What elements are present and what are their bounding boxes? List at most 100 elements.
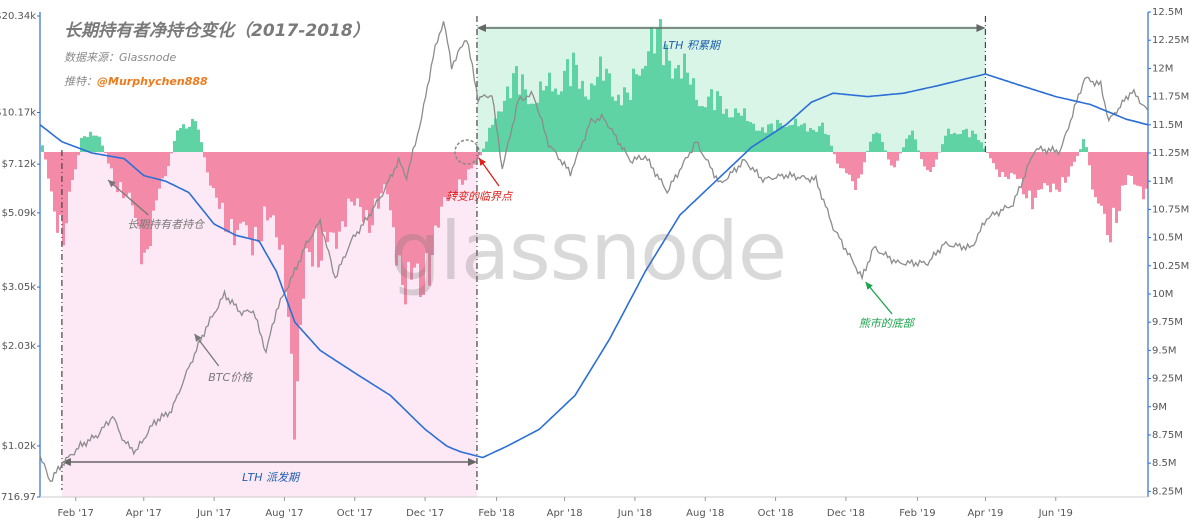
net-bar-negative xyxy=(839,152,842,169)
net-bar-positive xyxy=(911,130,914,152)
net-bar-negative xyxy=(371,152,374,226)
net-bar-positive xyxy=(827,134,830,152)
net-bar-negative xyxy=(110,152,113,169)
net-bar-positive xyxy=(968,137,971,152)
net-bar-positive xyxy=(746,121,749,152)
net-bar-negative xyxy=(65,152,68,224)
net-bar-positive xyxy=(602,80,605,152)
net-bar-positive xyxy=(713,110,716,152)
net-bar-positive xyxy=(617,94,620,152)
net-bar-positive xyxy=(200,142,203,152)
net-bar-negative xyxy=(356,152,359,199)
net-bar-negative xyxy=(71,152,74,180)
net-bar-negative xyxy=(926,152,929,171)
x-tick: Dec '18 xyxy=(827,508,865,519)
net-bar-negative xyxy=(1070,152,1073,167)
net-bar-negative xyxy=(1013,152,1016,175)
net-bar-positive xyxy=(740,115,743,152)
net-bar-positive xyxy=(635,74,638,152)
net-bar-positive xyxy=(596,76,599,152)
net-bar-negative xyxy=(1037,152,1040,190)
net-bar-negative xyxy=(254,152,257,227)
net-bar-negative xyxy=(836,152,839,164)
net-bar-positive xyxy=(497,111,500,152)
net-bar-positive xyxy=(521,74,524,152)
net-bar-negative xyxy=(113,152,116,186)
net-bar-positive xyxy=(707,96,710,152)
net-bar-negative xyxy=(842,152,845,169)
net-bar-negative xyxy=(341,152,344,222)
net-bar-positive xyxy=(620,105,623,152)
net-bar-negative xyxy=(1097,152,1100,204)
net-bar-positive xyxy=(692,78,695,152)
net-bar-negative xyxy=(215,152,218,198)
net-bar-positive xyxy=(866,150,869,152)
net-bar-positive xyxy=(563,70,566,152)
net-bar-positive xyxy=(953,132,956,152)
net-bar-negative xyxy=(203,152,206,158)
net-bar-negative xyxy=(287,152,290,317)
net-bar-positive xyxy=(785,126,788,152)
net-bar-negative xyxy=(245,152,248,226)
net-bar-negative xyxy=(329,152,332,233)
author-handle[interactable]: @Murphychen888 xyxy=(97,75,208,88)
net-bar-negative xyxy=(332,152,335,233)
net-bar-negative xyxy=(320,152,323,261)
net-bar-negative xyxy=(350,152,353,202)
net-bar-positive xyxy=(725,108,728,152)
net-bar-negative xyxy=(404,152,407,305)
net-bar-negative xyxy=(134,152,137,218)
net-bar-negative xyxy=(863,152,866,163)
net-bar-negative xyxy=(164,152,167,177)
annotation-label: 熊市的底部 xyxy=(859,317,916,330)
net-bar-positive xyxy=(776,119,779,152)
axes: $20.34k $10.17k $7.12k $5.09k $3.05k $2.03k $1… xyxy=(0,7,1189,519)
net-bar-negative xyxy=(1142,152,1145,200)
net-bar-positive xyxy=(884,150,887,152)
net-bar-negative xyxy=(209,152,212,186)
net-bar-negative xyxy=(833,152,836,155)
net-bar-positive xyxy=(650,27,653,153)
net-bar-negative xyxy=(389,152,392,211)
y-left-tick: $20.34k xyxy=(0,11,36,22)
net-bar-negative xyxy=(1112,152,1115,208)
net-bar-positive xyxy=(659,19,662,153)
net-bar-positive xyxy=(503,100,506,152)
net-bar-positive xyxy=(629,100,632,152)
net-bar-negative xyxy=(233,152,236,246)
series-lines xyxy=(39,21,1149,483)
net-bar-positive xyxy=(512,73,515,152)
net-bar-negative xyxy=(230,152,233,219)
net-bar-negative xyxy=(470,152,473,169)
net-bar-negative xyxy=(896,152,899,161)
net-bar-positive xyxy=(551,91,554,152)
net-bar-positive xyxy=(611,96,614,152)
author-label: 推特： xyxy=(64,75,97,88)
net-bar-negative xyxy=(452,152,455,194)
net-bar-negative xyxy=(149,152,152,247)
net-bar-positive xyxy=(956,134,959,152)
x-tick: Apr '17 xyxy=(126,508,162,519)
net-bar-negative xyxy=(986,152,989,154)
net-bar-positive xyxy=(614,100,617,152)
net-bar-negative xyxy=(1139,152,1142,187)
net-bar-positive xyxy=(743,108,746,152)
net-bar-positive xyxy=(593,85,596,152)
y-left-tick: $1.02k xyxy=(2,441,37,452)
net-bar-negative xyxy=(224,152,227,232)
net-bar-negative xyxy=(431,152,434,256)
net-bar-negative xyxy=(323,152,326,232)
net-bar-negative xyxy=(68,152,71,192)
net-bar-positive xyxy=(797,126,800,152)
net-bar-positive xyxy=(554,88,557,152)
net-bar-negative xyxy=(284,152,287,292)
net-bar-negative xyxy=(413,152,416,268)
net-bar-negative xyxy=(1043,152,1046,184)
net-bar-negative xyxy=(467,152,470,170)
annotation-arrow-head xyxy=(865,282,873,290)
net-bar-negative xyxy=(143,152,146,253)
net-bar-positive xyxy=(560,91,563,152)
net-bar-negative xyxy=(161,152,164,179)
y-left-tick: $10.17k xyxy=(0,107,36,118)
net-bar-positive xyxy=(647,51,650,153)
